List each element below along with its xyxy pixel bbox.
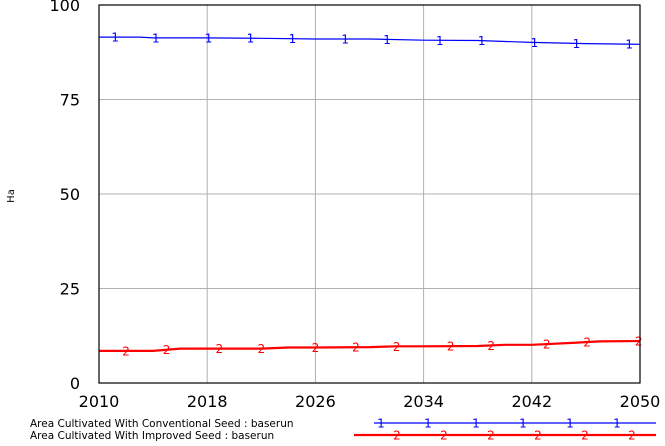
series-marker: 2: [122, 344, 130, 358]
legend-label: Area Cultivated With Conventional Seed :…: [30, 418, 294, 430]
y-tick-label: 50: [60, 185, 80, 204]
y-tick-label: 100: [49, 0, 80, 15]
series-marker: 1: [383, 33, 391, 47]
series-marker: 2: [543, 338, 551, 352]
legend-marker: 2: [393, 429, 401, 443]
legend-marker: 2: [628, 429, 636, 443]
legend-marker: 1: [377, 417, 385, 431]
plot-frame: [98, 4, 641, 384]
legend-marker: 1: [613, 417, 621, 431]
legend-marker: 2: [581, 429, 589, 443]
series-marker: 2: [447, 340, 455, 354]
series-marker: 2: [216, 342, 224, 356]
legend-marker: 1: [424, 417, 432, 431]
legend-marker: 2: [487, 429, 495, 443]
series-marker: 1: [289, 32, 297, 46]
x-tick-label: 2010: [79, 392, 120, 411]
series-marker: 2: [352, 341, 360, 355]
series-marker: 2: [163, 343, 171, 357]
x-tick-label: 2034: [403, 392, 444, 411]
x-tick-label: 2026: [295, 392, 336, 411]
grid-lines: [99, 5, 640, 383]
axis-tick-labels: 0 25 50 75 100 2010 2018 2026 2034 2042 2050: [49, 0, 660, 411]
series-marker: 1: [478, 34, 486, 48]
legend-marker: 1: [519, 417, 527, 431]
y-axis-label: Ha: [6, 189, 17, 203]
series-marker: 2: [312, 341, 320, 355]
series-marker: 1: [152, 31, 160, 45]
series-line: [99, 339, 641, 352]
series-marker: 1: [111, 31, 119, 45]
series-marker: 2: [487, 339, 495, 353]
legend-label: Area Cultivated With Improved Seed : bas…: [30, 430, 274, 442]
x-tick-label: 2050: [620, 392, 661, 411]
series-layer: 1 1 1 1 1 1 1 1 1 1 1 1 2 2 2 2 2 2 2 2 2 2 2 2: [99, 31, 643, 358]
series-marker: 1: [341, 33, 349, 47]
series-marker: 2: [393, 340, 401, 354]
series-marker: 1: [625, 38, 633, 52]
series-marker: 1: [205, 31, 213, 45]
legend-marker: 1: [472, 417, 480, 431]
series-marker: 2: [257, 342, 265, 356]
series-marker: 1: [531, 36, 539, 50]
y-tick-label: 0: [70, 374, 80, 393]
series-marker: 2: [583, 336, 591, 350]
series-marker: 1: [436, 34, 444, 48]
series-marker: 1: [573, 37, 581, 51]
y-tick-label: 75: [60, 91, 80, 110]
series-marker: 2: [635, 335, 643, 349]
legend: Area Cultivated With Conventional Seed :…: [30, 417, 656, 443]
legend-marker: 2: [534, 429, 542, 443]
y-tick-label: 25: [60, 280, 80, 299]
legend-marker: 2: [440, 429, 448, 443]
series-line: [99, 36, 641, 45]
legend-marker: 1: [566, 417, 574, 431]
x-tick-label: 2018: [187, 392, 228, 411]
series-marker: 1: [247, 32, 255, 46]
x-tick-label: 2042: [511, 392, 552, 411]
